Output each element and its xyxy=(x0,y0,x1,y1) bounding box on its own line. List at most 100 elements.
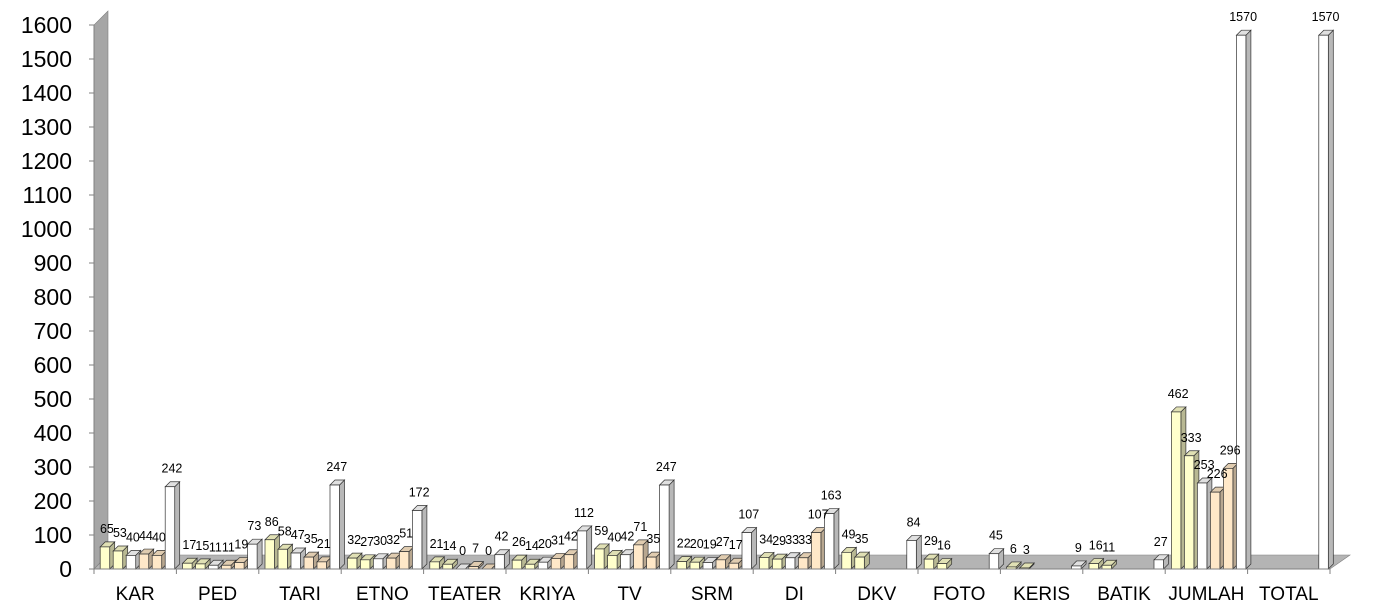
data-label: 6 xyxy=(1010,542,1017,556)
bar xyxy=(702,562,713,570)
data-label: 32 xyxy=(347,533,361,547)
y-tick-label: 1100 xyxy=(23,182,72,208)
data-label: 44 xyxy=(139,529,153,543)
data-label: 29 xyxy=(772,534,786,548)
y-tick-label: 400 xyxy=(34,420,72,446)
bar xyxy=(182,562,193,570)
bar xyxy=(1197,482,1208,570)
bar xyxy=(399,551,410,570)
data-label: 242 xyxy=(162,462,183,476)
y-tick-label: 900 xyxy=(34,250,72,276)
y-tick-label: 0 xyxy=(59,556,72,582)
data-label: 112 xyxy=(574,506,594,520)
bar xyxy=(195,563,206,570)
data-label: 16 xyxy=(1089,539,1103,553)
data-label: 107 xyxy=(808,508,829,522)
bar xyxy=(511,559,523,570)
bar xyxy=(164,486,176,570)
x-tick-label: SRM xyxy=(691,584,733,605)
bar xyxy=(537,561,549,570)
data-label: 53 xyxy=(113,526,127,540)
chart-walls xyxy=(93,10,1351,570)
bar xyxy=(277,548,288,570)
bar xyxy=(633,544,644,570)
bar xyxy=(1210,491,1221,570)
bar xyxy=(1223,468,1234,570)
data-label: 40 xyxy=(152,530,166,544)
bar xyxy=(563,554,575,570)
bar xyxy=(620,554,631,570)
y-tick-label: 700 xyxy=(34,318,72,344)
data-label: 35 xyxy=(855,532,869,546)
data-label: 20 xyxy=(538,537,552,551)
bar xyxy=(785,557,796,570)
bar xyxy=(1088,563,1099,570)
data-label: 45 xyxy=(989,529,1003,543)
bar xyxy=(442,563,453,570)
data-label: 247 xyxy=(656,460,677,474)
x-tick-label: KERIS xyxy=(1013,584,1070,605)
data-label: 47 xyxy=(291,528,305,542)
x-tick-label: PED xyxy=(198,584,237,605)
bar xyxy=(386,557,397,570)
data-label: 247 xyxy=(326,460,347,474)
data-label: 27 xyxy=(1154,535,1168,549)
data-label: 333 xyxy=(1181,431,1202,445)
x-tick-label: KAR xyxy=(116,584,155,605)
y-tick-label: 1600 xyxy=(21,12,72,38)
bar xyxy=(221,564,232,570)
data-label: 7 xyxy=(472,542,479,556)
y-tick-label: 100 xyxy=(34,522,72,548)
bar xyxy=(1318,34,1329,570)
data-label: 49 xyxy=(842,527,856,541)
bar xyxy=(316,561,327,570)
data-label: 51 xyxy=(399,527,413,541)
data-label: 11 xyxy=(209,540,222,554)
y-tick-label: 300 xyxy=(34,454,72,480)
bar xyxy=(728,562,739,570)
bar xyxy=(151,555,163,570)
x-tick-label: TARI xyxy=(279,584,321,605)
data-label: 86 xyxy=(265,515,279,529)
data-label: 35 xyxy=(646,532,660,546)
y-tick-label: 1000 xyxy=(21,216,72,242)
x-tick-label: TEATER xyxy=(428,584,502,605)
data-label: 1570 xyxy=(1229,10,1257,24)
data-label: 9 xyxy=(1075,541,1082,555)
x-tick-label: JUMLAH xyxy=(1168,584,1244,605)
data-label: 40 xyxy=(607,530,621,544)
y-tick-label: 600 xyxy=(34,352,72,378)
bar-side xyxy=(751,526,757,570)
data-label: 14 xyxy=(525,539,539,553)
data-label: 42 xyxy=(564,530,578,544)
data-label: 42 xyxy=(495,530,509,544)
data-label: 21 xyxy=(317,537,331,551)
data-label: 17 xyxy=(729,538,743,552)
bar-side xyxy=(586,525,593,570)
bar xyxy=(290,552,301,570)
bar xyxy=(429,561,440,570)
data-label: 15 xyxy=(195,539,209,553)
bar xyxy=(1171,411,1182,570)
bar xyxy=(112,550,124,570)
bar-side xyxy=(174,480,181,570)
bar-series xyxy=(99,29,1335,570)
bar xyxy=(1153,559,1164,570)
y-tick-label: 500 xyxy=(34,386,72,412)
x-tick-label: BATIK xyxy=(1097,584,1151,605)
data-label: 30 xyxy=(373,534,387,548)
bar xyxy=(347,557,358,570)
bar xyxy=(494,554,505,570)
bar xyxy=(99,546,111,570)
bar xyxy=(1101,564,1112,570)
y-tick-label: 800 xyxy=(34,284,72,310)
bar xyxy=(360,559,371,570)
data-label: 16 xyxy=(937,539,951,553)
x-tick-label: ETNO xyxy=(356,584,409,605)
bar xyxy=(676,561,687,570)
data-label: 19 xyxy=(234,538,248,552)
data-label: 73 xyxy=(247,519,261,533)
data-label: 163 xyxy=(821,489,842,503)
y-tick-label: 200 xyxy=(34,488,72,514)
